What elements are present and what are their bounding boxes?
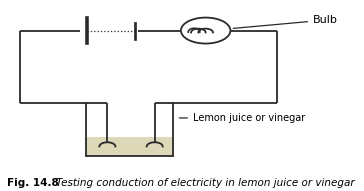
Text: Fig. 14.8: Fig. 14.8 [7, 178, 59, 188]
Bar [86, 137, 173, 156]
Text: Testing conduction of electricity in lemon juice or vinegar: Testing conduction of electricity in lem… [56, 178, 355, 188]
Text: Lemon juice or vinegar: Lemon juice or vinegar [179, 113, 305, 123]
Text: Bulb: Bulb [233, 15, 338, 28]
